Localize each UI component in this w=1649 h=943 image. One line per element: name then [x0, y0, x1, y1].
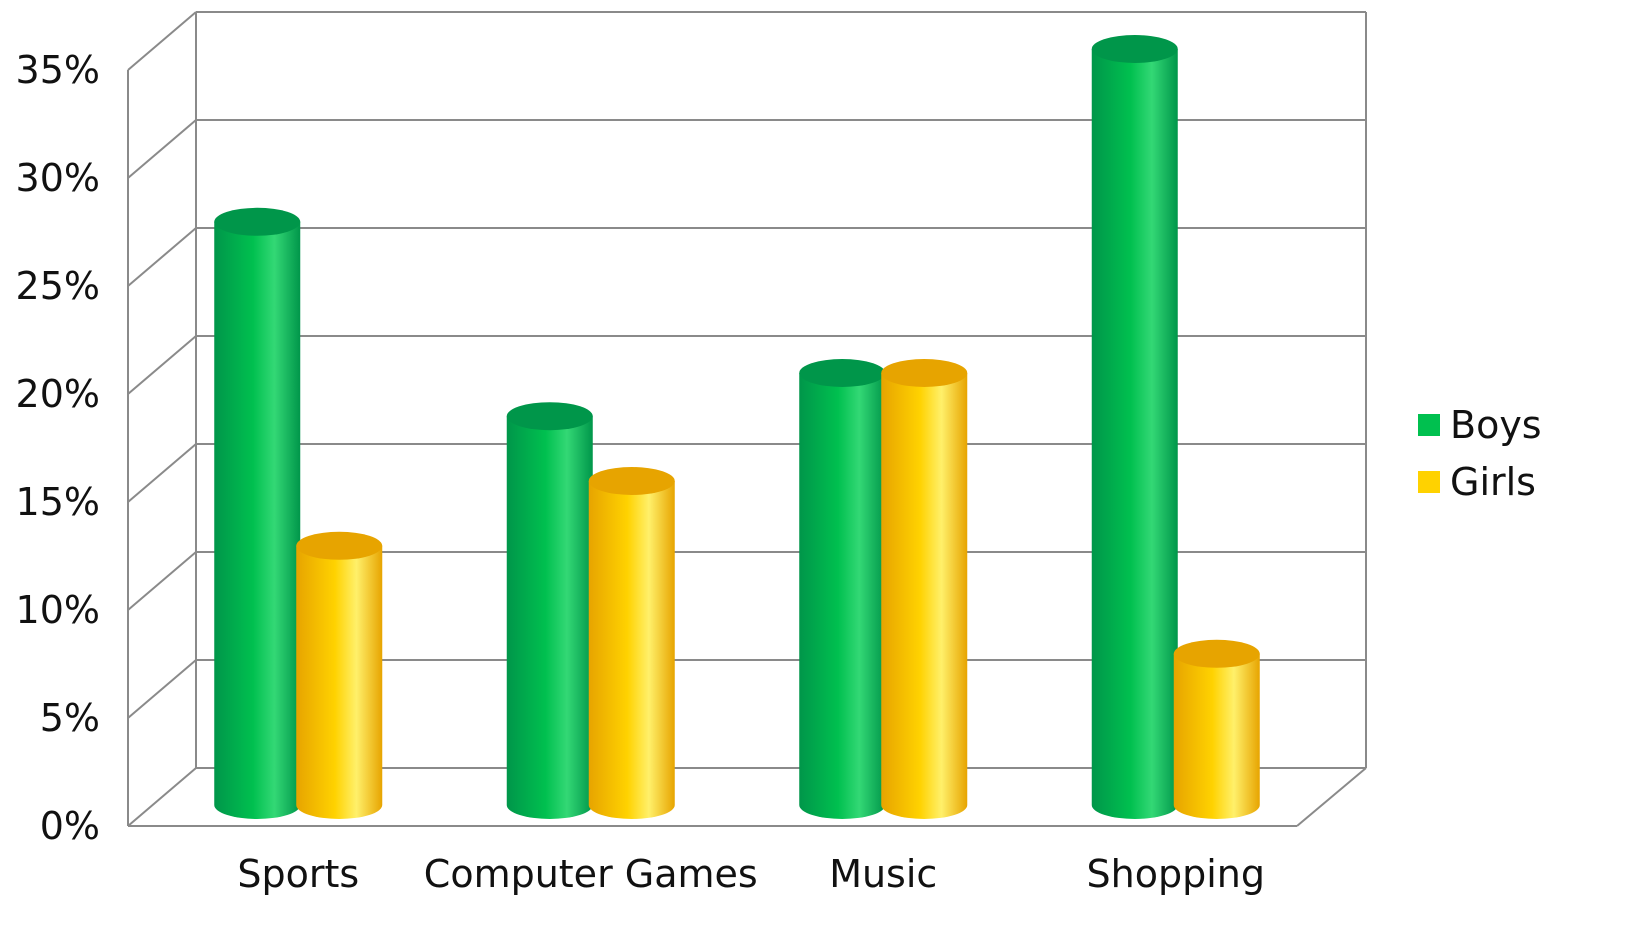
y-axis-ticks: 0% 5% 10% 15% 20% 25% 30% 35% — [16, 48, 100, 848]
bar-body — [881, 373, 968, 820]
bar-top — [296, 531, 383, 560]
bar-body — [1173, 653, 1260, 820]
bars — [214, 35, 1260, 820]
y-tick-label: 10% — [16, 588, 100, 632]
gridline-side — [127, 443, 197, 503]
gridline-side — [127, 767, 197, 827]
bar-boys-shopping — [1091, 35, 1178, 820]
bar-girls-computer-games — [588, 467, 675, 820]
y-tick-label: 30% — [16, 156, 100, 200]
bar-girls-music — [881, 359, 968, 820]
bar-top — [881, 359, 968, 387]
bar-body — [1091, 49, 1178, 820]
gridline-side — [127, 11, 197, 71]
y-tick-label: 25% — [16, 264, 100, 308]
legend: Boys Girls — [1418, 403, 1542, 504]
bar-body — [296, 545, 383, 820]
bar-boys-computer-games — [506, 402, 593, 820]
bar-top — [214, 207, 301, 236]
bar-girls-shopping — [1173, 639, 1260, 820]
bar-top — [1091, 35, 1178, 63]
bar-top — [799, 359, 886, 387]
y-tick-label: 35% — [16, 48, 100, 92]
floor-right-edge — [1296, 767, 1367, 827]
x-category-label: Music — [829, 852, 937, 896]
x-category-label: Sports — [237, 852, 359, 896]
x-axis-labels: Sports Computer Games Music Shopping — [237, 852, 1265, 896]
legend-label-girls: Girls — [1450, 460, 1536, 504]
y-tick-label: 20% — [16, 372, 100, 416]
bar-boys-sports — [214, 207, 301, 820]
legend-label-boys: Boys — [1450, 403, 1542, 447]
gridline-side — [127, 119, 197, 179]
bar-top — [588, 467, 675, 495]
legend-swatch-girls — [1418, 471, 1440, 493]
y-tick-label: 15% — [16, 480, 100, 524]
y-tick-label: 5% — [40, 696, 100, 740]
bar-body — [799, 373, 886, 820]
gridline-side — [127, 551, 197, 611]
gridline-side — [127, 227, 197, 287]
bar-girls-sports — [296, 531, 383, 820]
bar-body — [506, 416, 593, 820]
y-tick-label: 0% — [40, 804, 100, 848]
bar-boys-music — [799, 359, 886, 820]
legend-swatch-boys — [1418, 414, 1440, 436]
bar-top — [1173, 639, 1260, 668]
bar-top — [506, 402, 593, 431]
x-category-label: Computer Games — [424, 852, 758, 896]
bar-body — [588, 481, 675, 820]
gridline-side — [127, 659, 197, 719]
bar-body — [214, 221, 301, 820]
gridline-side — [127, 335, 197, 395]
x-category-label: Shopping — [1087, 852, 1265, 896]
